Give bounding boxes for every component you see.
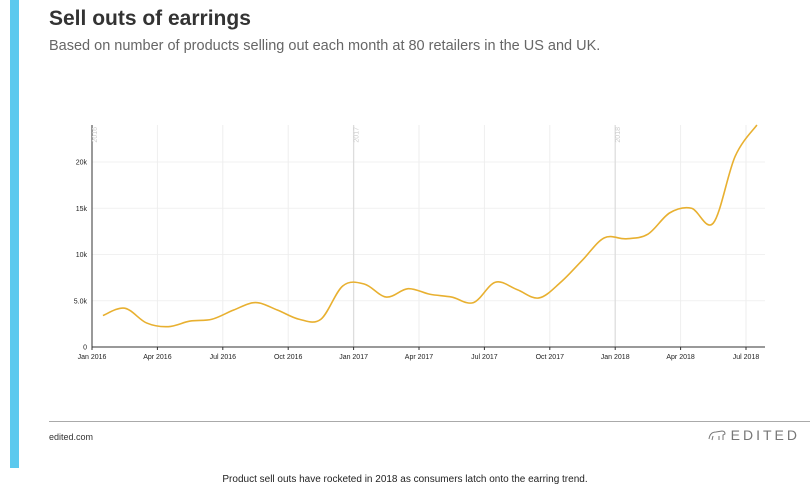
x-tick-label: Jul 2016: [210, 354, 237, 361]
x-tick-label: Jul 2018: [733, 354, 760, 361]
accent-bar: [10, 0, 19, 468]
y-tick-label: 0: [83, 345, 87, 352]
x-tick-label: Jan 2018: [601, 354, 630, 361]
y-tick-label: 5.0k: [74, 298, 88, 305]
caption: Product sell outs have rocketed in 2018 …: [222, 474, 588, 485]
x-tick-label: Jul 2017: [471, 354, 498, 361]
x-tick-label: Apr 2018: [666, 354, 695, 361]
logo-text: EDITED: [730, 427, 800, 443]
x-tick-label: Apr 2017: [405, 354, 434, 361]
chart-subtitle: Based on number of products selling out …: [49, 38, 601, 54]
x-tick-label: Jan 2017: [339, 354, 368, 361]
polar-bear-icon: [708, 430, 726, 441]
x-tick-label: Jan 2016: [78, 354, 107, 361]
year-marker-label: 2017: [354, 127, 361, 143]
line-chart: 0 5.0k 10k 15k 20k Jan 2016 Apr 2016 Jul 2016 Oc…: [74, 124, 765, 361]
site-link[interactable]: edited.com: [49, 432, 94, 442]
chart-title: Sell outs of earrings: [49, 7, 251, 30]
footer-divider: [49, 421, 810, 422]
y-tick-label: 10k: [76, 252, 88, 259]
y-tick-label: 20k: [76, 160, 88, 167]
x-tick-label: Oct 2016: [274, 354, 303, 361]
year-marker-label: 2018: [615, 127, 622, 143]
x-tick-label: Oct 2017: [536, 354, 565, 361]
edited-logo: EDITED: [707, 427, 800, 443]
year-marker-label: 2016: [92, 127, 99, 143]
x-tick-label: Apr 2016: [143, 354, 172, 361]
sell-outs-line: [102, 124, 758, 328]
y-tick-label: 15k: [76, 206, 88, 213]
